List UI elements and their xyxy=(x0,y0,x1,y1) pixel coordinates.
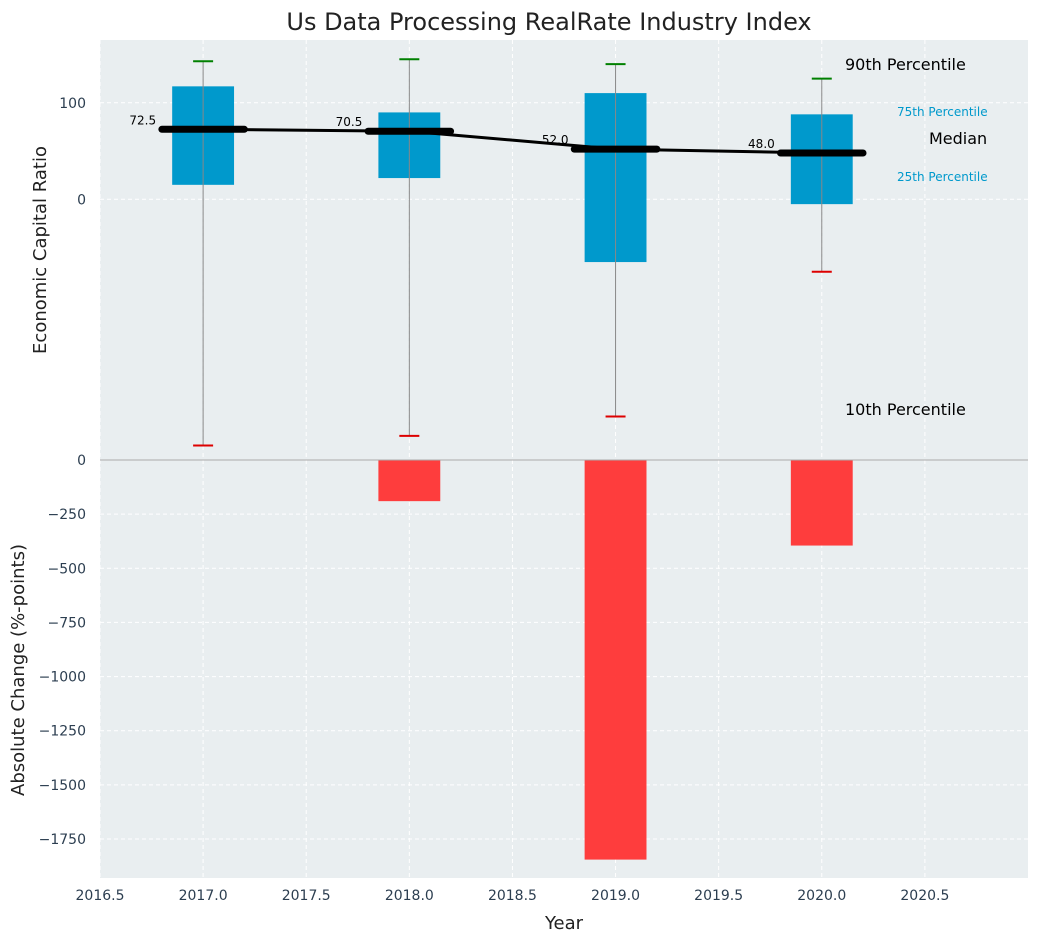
bottom-ytick-label: −1750 xyxy=(39,832,86,848)
xtick-label: 2018.0 xyxy=(385,888,434,904)
top-ylabel: Economic Capital Ratio xyxy=(30,146,51,354)
bottom-ylabel: Absolute Change (%-points) xyxy=(8,544,29,796)
annotation-p10: 10th Percentile xyxy=(845,400,966,419)
chart-title: Us Data Processing RealRate Industry Ind… xyxy=(286,8,811,36)
bottom-ytick-label: −1000 xyxy=(39,670,86,686)
change-bar xyxy=(791,460,853,546)
bottom-plot-background xyxy=(100,460,1028,878)
top-ytick-label: 0 xyxy=(77,192,86,208)
annotation-median: Median xyxy=(929,129,987,148)
bottom-ytick-label: −1250 xyxy=(39,724,86,740)
xtick-label: 2017.5 xyxy=(282,888,331,904)
top-ytick-label: 100 xyxy=(59,96,86,112)
bottom-ytick-label: 0 xyxy=(77,453,86,469)
change-bar xyxy=(585,460,647,860)
median-value-label: 48.0 xyxy=(748,137,775,151)
bottom-ytick-label: −500 xyxy=(48,561,86,577)
median-value-label: 70.5 xyxy=(336,115,363,129)
annotation-p90: 90th Percentile xyxy=(845,55,966,74)
bottom-ytick-label: −750 xyxy=(48,615,86,631)
xtick-label: 2017.0 xyxy=(179,888,228,904)
bottom-ytick-label: −250 xyxy=(48,507,86,523)
median-value-label: 52.0 xyxy=(542,133,569,147)
bottom-ytick-label: −1500 xyxy=(39,778,86,794)
annotation-p75: 75th Percentile xyxy=(897,105,988,119)
change-bar xyxy=(378,460,440,501)
xtick-label: 2020.5 xyxy=(900,888,949,904)
xtick-label: 2020.0 xyxy=(797,888,846,904)
xtick-label: 2019.5 xyxy=(694,888,743,904)
xtick-label: 2018.5 xyxy=(488,888,537,904)
median-value-label: 72.5 xyxy=(129,113,156,127)
xlabel: Year xyxy=(544,913,584,934)
xtick-label: 2019.0 xyxy=(591,888,640,904)
xtick-label: 2016.5 xyxy=(76,888,125,904)
chart: Us Data Processing RealRate Industry Ind… xyxy=(0,0,1039,942)
annotation-p25: 25th Percentile xyxy=(897,170,988,184)
